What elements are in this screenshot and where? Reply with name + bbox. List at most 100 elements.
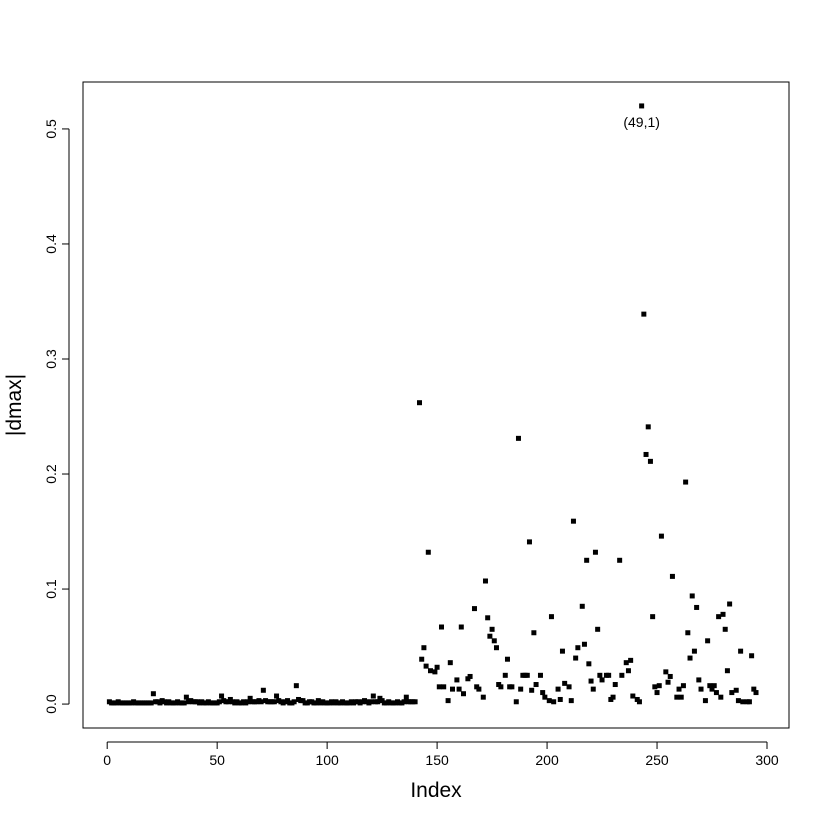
point <box>606 672 612 678</box>
point <box>650 614 656 620</box>
point <box>425 549 431 555</box>
y-tick-label: 0.5 <box>43 119 59 139</box>
point <box>447 660 453 666</box>
point <box>729 690 735 696</box>
point <box>148 700 154 706</box>
point <box>438 624 444 630</box>
point <box>557 696 563 702</box>
point <box>751 686 757 692</box>
point <box>597 672 603 678</box>
point <box>579 603 585 609</box>
point <box>529 687 535 693</box>
point <box>595 626 601 632</box>
point <box>696 677 702 683</box>
point <box>612 682 618 688</box>
point <box>183 694 189 700</box>
point <box>575 645 581 651</box>
point <box>656 683 662 689</box>
point <box>740 699 746 705</box>
x-tick-label: 50 <box>209 752 225 768</box>
point <box>643 451 649 457</box>
point <box>491 638 497 644</box>
point <box>412 699 418 705</box>
point <box>247 695 253 701</box>
point <box>515 435 521 441</box>
point <box>705 638 711 644</box>
point <box>181 700 187 706</box>
point <box>533 682 539 688</box>
point <box>718 694 724 700</box>
point <box>720 611 726 617</box>
y-axis-title: |dmax| <box>3 374 26 436</box>
point <box>417 400 423 406</box>
point <box>680 683 686 689</box>
point <box>480 694 486 700</box>
point <box>504 656 510 662</box>
point <box>546 698 552 704</box>
point <box>630 693 636 699</box>
point <box>537 672 543 678</box>
point <box>531 630 537 636</box>
x-tick-label: 150 <box>425 752 449 768</box>
point <box>471 606 477 612</box>
point <box>654 690 660 696</box>
point <box>150 691 156 697</box>
x-tick-label: 0 <box>103 752 111 768</box>
point <box>599 677 605 683</box>
point <box>428 668 434 674</box>
point <box>524 672 530 678</box>
point <box>617 557 623 563</box>
point <box>639 103 645 109</box>
point <box>685 630 691 636</box>
x-tick-label: 200 <box>535 752 559 768</box>
point <box>245 699 251 705</box>
point <box>581 641 587 647</box>
point <box>707 683 713 689</box>
point <box>540 690 546 696</box>
point <box>698 686 704 692</box>
x-tick-label: 250 <box>645 752 669 768</box>
point <box>219 693 225 699</box>
point <box>445 698 451 704</box>
point <box>586 661 592 667</box>
point <box>370 693 376 699</box>
point <box>647 458 653 464</box>
point <box>641 311 647 317</box>
point <box>713 690 719 696</box>
point <box>401 699 407 705</box>
point <box>619 672 625 678</box>
point <box>623 660 629 666</box>
y-tick-label: 0.4 <box>43 234 59 254</box>
point <box>419 656 425 662</box>
point <box>665 679 671 685</box>
point <box>513 699 519 705</box>
point <box>375 699 381 705</box>
point <box>727 601 733 607</box>
point <box>689 593 695 599</box>
point <box>691 648 697 654</box>
point <box>694 604 700 610</box>
annotation: (49,1) <box>623 114 660 130</box>
point <box>432 669 438 675</box>
point <box>460 691 466 697</box>
point <box>669 573 675 579</box>
point <box>722 626 728 632</box>
y-tick-label: 0.2 <box>43 464 59 484</box>
point <box>711 683 717 689</box>
point <box>274 693 280 699</box>
point <box>449 686 455 692</box>
point <box>570 518 576 524</box>
point <box>291 699 297 705</box>
point <box>436 684 442 690</box>
point <box>562 680 568 686</box>
point <box>487 633 493 639</box>
point <box>216 699 222 705</box>
point <box>676 686 682 692</box>
point <box>749 653 755 659</box>
point <box>674 694 680 700</box>
point <box>260 687 266 693</box>
point <box>592 549 598 555</box>
x-tick-label: 100 <box>315 752 339 768</box>
point <box>454 677 460 683</box>
point <box>293 683 299 689</box>
